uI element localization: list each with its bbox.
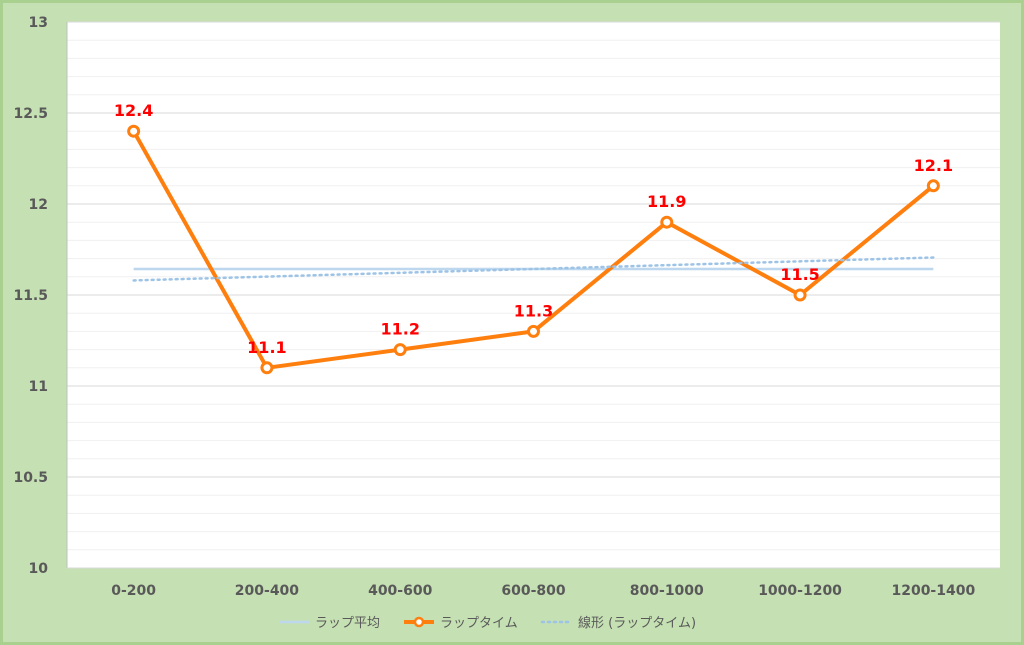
x-tick-label: 1200-1400 xyxy=(891,583,975,599)
lap-time-point xyxy=(127,124,141,138)
y-tick-label: 10.5 xyxy=(13,470,48,486)
legend-label: ラップタイム xyxy=(440,616,518,631)
lap-time-point xyxy=(260,361,274,375)
legend-label: ラップ平均 xyxy=(315,616,380,631)
gridlines xyxy=(67,21,1000,551)
x-axis-ticks: 0-200 200-400 400-600 600-800 800-1000 1000-1… xyxy=(111,583,975,599)
data-label: 11.9 xyxy=(647,192,686,211)
legend-label: 線形 (ラップタイム) xyxy=(578,615,696,631)
x-tick-label: 400-600 xyxy=(368,583,433,599)
y-tick-label: 13 xyxy=(29,15,48,31)
data-label: 11.2 xyxy=(380,320,419,339)
data-labels: 12.4 11.1 11.2 11.3 11.9 11.5 12.1 xyxy=(114,101,953,357)
y-tick-label: 12 xyxy=(29,197,48,213)
x-tick-label: 1000-1200 xyxy=(758,583,842,599)
y-axis-ticks: 10 10.5 11 11.5 12 12.5 13 xyxy=(13,15,48,577)
data-label: 11.3 xyxy=(514,301,553,320)
lap-time-point xyxy=(793,288,807,302)
legend: ラップ平均 ラップタイム 線形 (ラップタイム) xyxy=(279,615,696,631)
y-tick-label: 11 xyxy=(29,379,48,395)
series-layer xyxy=(127,124,940,375)
y-tick-label: 10 xyxy=(29,561,49,577)
x-tick-label: 200-400 xyxy=(235,583,300,599)
x-tick-label: 800-1000 xyxy=(630,583,704,599)
lap-time-point xyxy=(527,324,540,338)
lap-time-point xyxy=(926,179,940,193)
data-label: 12.4 xyxy=(114,101,153,120)
data-label: 12.1 xyxy=(914,156,953,175)
lap-time-point xyxy=(660,215,674,229)
x-tick-label: 600-800 xyxy=(501,583,566,599)
y-tick-label: 11.5 xyxy=(13,288,48,304)
lap-time-point xyxy=(393,343,407,357)
trendline xyxy=(132,256,935,282)
y-tick-label: 12.5 xyxy=(13,106,48,122)
data-label: 11.1 xyxy=(247,338,286,357)
x-tick-label: 0-200 xyxy=(111,583,156,599)
legend-marker xyxy=(413,616,425,628)
data-label: 11.5 xyxy=(780,265,819,284)
